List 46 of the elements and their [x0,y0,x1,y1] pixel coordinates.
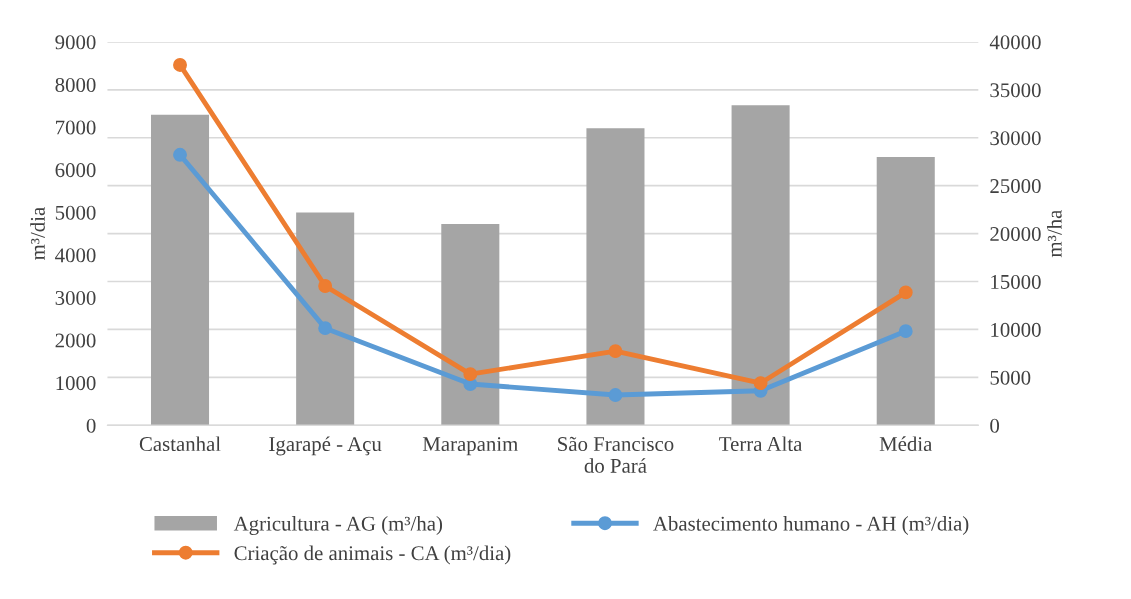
x-tick-label: Terra Alta [719,436,803,452]
y2-tick-label: 5000 [990,370,1031,385]
y2-tick-label: 25000 [990,179,1041,194]
y-tick-label: 3000 [55,290,96,305]
point [898,324,913,339]
point [898,285,913,300]
point [608,388,623,402]
y2-tick-label: 10000 [991,322,1041,337]
point [173,147,187,162]
bar [731,105,790,426]
y2-tick-label: 40000 [989,35,1041,50]
legend-label: Agricultura - AG (m³/ha) [233,516,443,535]
y-tick-label: 4000 [55,248,96,263]
y-axis-title: m³/dia [30,207,45,261]
bar [876,156,935,426]
y2-axis-title: m³/ha [1047,209,1062,258]
point [608,344,623,359]
y2-tick-label: 30000 [990,131,1041,146]
x-tick-label: Média [879,436,933,452]
point [173,57,187,72]
bar [296,212,355,426]
y-tick-label: 5000 [55,205,96,220]
bar [150,114,210,426]
bar [586,128,645,426]
y-tick-label: 7000 [56,120,96,135]
y-tick-label: 2000 [55,333,96,348]
point [318,279,333,293]
bar [441,224,500,426]
legend-label: Criação de animais - CA (m³/dia) [234,545,511,565]
x-tick-label: Marapanim [422,437,518,456]
y2-tick-label: 20000 [990,226,1041,242]
point [753,376,768,391]
x-tick-label: Castanhal [139,436,221,452]
y-tick-label: 9000 [55,35,96,50]
legend-label: Abastecimento humano - AH (m³/dia) [653,516,969,535]
y2-tick-label: 0 [990,418,1000,433]
point [463,367,478,382]
y-tick-label: 0 [86,418,96,433]
point [318,321,333,336]
y-tick-label: 8000 [55,77,96,92]
y2-tick-label: 35000 [990,83,1041,98]
y2-tick-label: 15000 [991,274,1041,289]
y-tick-label: 1000 [56,376,96,391]
x-tick-label: Igarapé - Açu [269,436,382,456]
x-tick-label: São Francisco do Pará [558,436,674,473]
y-tick-label: 6000 [55,163,96,178]
